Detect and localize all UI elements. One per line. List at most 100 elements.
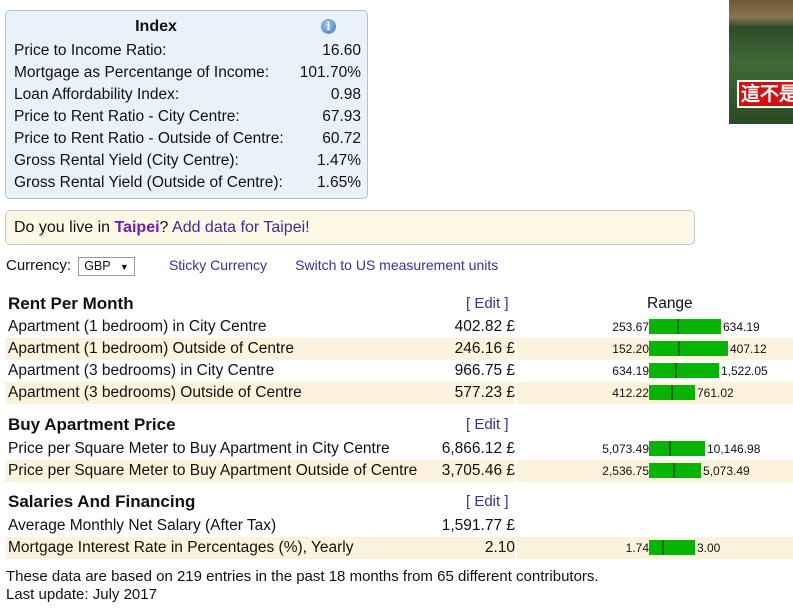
range-min: 5,073.49: [602, 442, 649, 456]
currency-selected: GBP: [84, 258, 111, 273]
index-box: Index i Price to Income Ratio: 16.60 Mortg…: [5, 10, 368, 199]
chevron-down-icon: ▼: [119, 261, 129, 272]
footer-last-update: Last update: July 2017: [6, 586, 157, 603]
range-cell: 412.22 761.02: [517, 382, 793, 404]
index-title: Index: [135, 18, 177, 35]
row-value: 6,866.12 £: [441, 440, 515, 457]
range-min: 634.19: [612, 364, 649, 378]
range-marker: [671, 385, 673, 400]
table-row: Apartment (1 bedroom) Outside of Centre 2…: [5, 338, 793, 360]
edit-link[interactable]: [ Edit ]: [466, 493, 509, 510]
add-data-link[interactable]: Add data for Taipei!: [168, 219, 310, 236]
index-row: Price to Rent Ratio - Outside of Centre:…: [14, 128, 361, 150]
range-marker: [678, 341, 680, 356]
range-min: 253.67: [612, 320, 649, 334]
row-value: 966.75 £: [454, 362, 515, 379]
index-label: Price to Rent Ratio - City Centre:: [14, 108, 240, 125]
range-marker: [675, 363, 677, 378]
index-label: Gross Rental Yield (Outside of Centre):: [14, 174, 283, 191]
range-cell: 2,536.75 5,073.49: [517, 460, 793, 482]
index-label: Price to Rent Ratio - Outside of Centre:: [14, 130, 284, 147]
range-bar: [649, 363, 719, 378]
range-marker: [662, 540, 664, 555]
index-label: Loan Affordability Index:: [14, 86, 180, 103]
section-title: Rent Per Month: [8, 294, 134, 313]
section-title: Salaries And Financing: [8, 492, 196, 511]
range-bar: [649, 463, 701, 478]
sticky-currency-link[interactable]: Sticky Currency: [168, 257, 267, 273]
row-label: Price per Square Meter to Buy Apartment …: [5, 460, 435, 482]
row-label: Average Monthly Net Salary (After Tax): [8, 517, 277, 534]
range-bar: [649, 319, 721, 334]
row-label: Apartment (1 bedroom) in City Centre: [8, 318, 267, 335]
range-header: Range: [647, 295, 693, 312]
ad-caption: 這不是: [737, 80, 793, 108]
info-icon[interactable]: i: [321, 19, 336, 34]
row-label: Apartment (3 bedrooms) in City Centre: [8, 362, 275, 379]
index-value: 16.60: [322, 42, 361, 59]
range-bar: [649, 341, 728, 356]
currency-select[interactable]: GBP ▼: [78, 256, 135, 276]
index-row: Loan Affordability Index: 0.98: [14, 84, 361, 106]
index-row: Gross Rental Yield (Outside of Centre): 1…: [14, 172, 361, 194]
range-min: 412.22: [612, 386, 649, 400]
range-min: 152.20: [612, 342, 649, 356]
row-label: Mortgage Interest Rate in Percentages (%…: [5, 537, 435, 559]
range-max: 10,146.98: [707, 442, 761, 456]
range-cell: 152.20 407.12: [517, 338, 793, 360]
row-value: 402.82 £: [454, 318, 515, 335]
table-row: Apartment (3 bedrooms) in City Centre 966…: [5, 360, 793, 382]
index-label: Price to Income Ratio:: [14, 42, 167, 59]
row-label: Price per Square Meter to Buy Apartment …: [8, 440, 390, 457]
footer: These data are based on 219 entries in t…: [6, 568, 599, 604]
index-row: Price to Rent Ratio - City Centre: 67.93: [14, 106, 361, 128]
range-max: 407.12: [730, 342, 767, 356]
index-row: Mortgage as Percentange of Income: 101.70…: [14, 62, 361, 84]
row-label: Apartment (1 bedroom) Outside of Centre: [5, 338, 435, 360]
table-row: Apartment (1 bedroom) in City Centre 402.…: [5, 316, 793, 338]
range-min: 1.74: [625, 541, 649, 555]
edit-link[interactable]: [ Edit ]: [466, 416, 509, 433]
table-row: Apartment (3 bedrooms) Outside of Centre…: [5, 382, 793, 404]
table-row: Average Monthly Net Salary (After Tax) 1,…: [5, 515, 793, 537]
range-max: 761.02: [697, 386, 734, 400]
us-units-link[interactable]: Switch to US measurement units: [295, 257, 499, 273]
range-cell: 1.74 3.00: [517, 537, 793, 559]
row-label: Apartment (3 bedrooms) Outside of Centre: [5, 382, 435, 404]
currency-bar: Currency: GBP ▼ Sticky Currency Switch t…: [6, 255, 499, 276]
range-max: 634.19: [723, 320, 760, 334]
index-value: 67.93: [322, 108, 361, 125]
table-row: Price per Square Meter to Buy Apartment …: [5, 438, 793, 460]
currency-label: Currency:: [6, 257, 72, 274]
range-marker: [669, 441, 671, 456]
row-value: 1,591.77 £: [441, 517, 515, 534]
range-min: 2,536.75: [602, 464, 649, 478]
index-label: Gross Rental Yield (City Centre):: [14, 152, 239, 169]
footer-entries: These data are based on 219 entries in t…: [6, 568, 599, 585]
range-marker: [673, 463, 675, 478]
range-cell: 634.19 1,522.05: [517, 360, 793, 382]
index-label: Mortgage as Percentange of Income:: [14, 64, 270, 81]
index-value: 60.72: [322, 130, 361, 147]
edit-link[interactable]: [ Edit ]: [466, 295, 509, 312]
index-value: 1.65%: [317, 174, 361, 191]
advertisement-image[interactable]: 這不是: [729, 0, 793, 124]
range-cell: [517, 515, 793, 537]
range-bar: [649, 441, 705, 456]
notice-suffix: ?: [159, 219, 169, 236]
row-value: 3,705.46 £: [435, 460, 515, 482]
index-value: 1.47%: [317, 152, 361, 169]
table-row: Price per Square Meter to Buy Apartment …: [5, 460, 793, 482]
table-row: Mortgage Interest Rate in Percentages (%…: [5, 537, 793, 559]
range-bar: [649, 385, 695, 400]
range-marker: [677, 319, 679, 334]
row-value: 577.23 £: [435, 382, 515, 404]
range-max: 1,522.05: [721, 364, 768, 378]
index-row: Price to Income Ratio: 16.60: [14, 40, 361, 62]
index-row: Gross Rental Yield (City Centre): 1.47%: [14, 150, 361, 172]
add-data-notice: Do you live in Taipei? Add data for Taip…: [5, 210, 695, 245]
index-value: 0.98: [330, 86, 361, 103]
section-title: Buy Apartment Price: [8, 415, 176, 434]
range-max: 5,073.49: [703, 464, 750, 478]
range-bar: [649, 540, 695, 555]
